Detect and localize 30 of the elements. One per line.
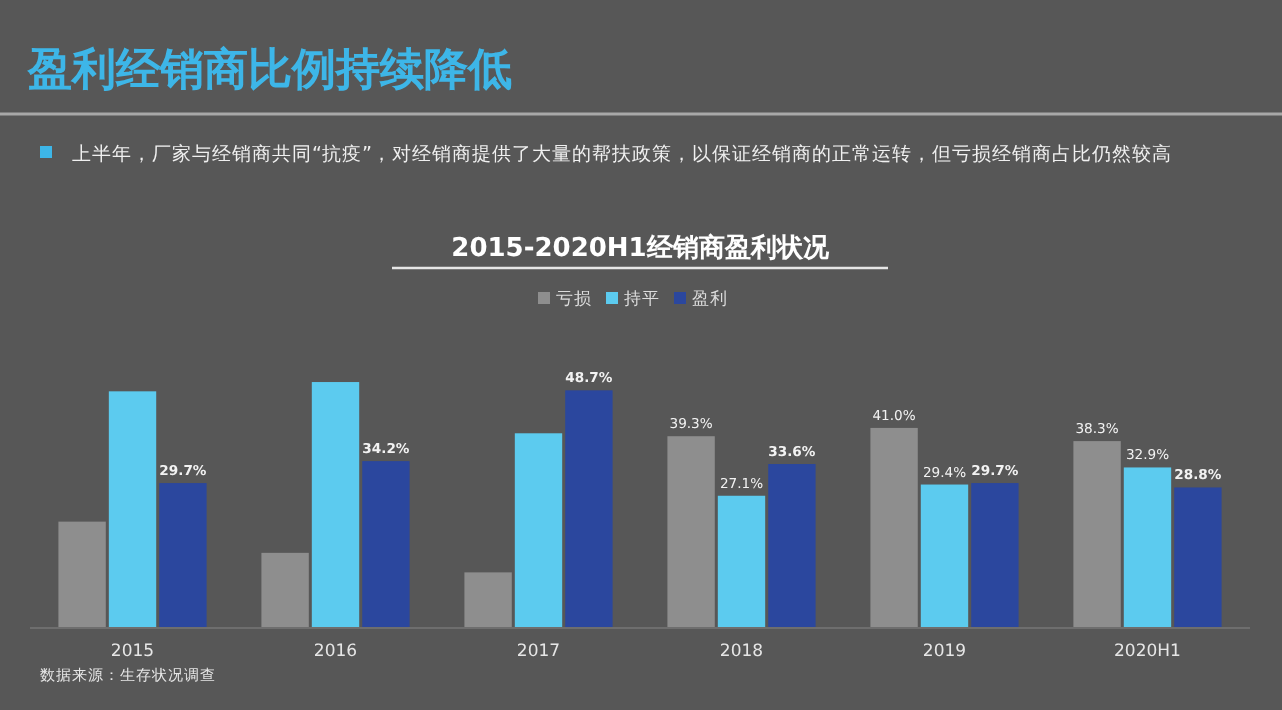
bar — [870, 427, 918, 628]
bar — [1174, 487, 1222, 628]
bar — [108, 391, 157, 628]
legend-label: 亏损 — [556, 288, 592, 310]
x-tick-label: 2016 — [313, 642, 358, 662]
bar — [565, 390, 613, 628]
bar — [159, 483, 207, 628]
bar — [667, 436, 715, 628]
bar — [768, 464, 816, 628]
x-tick-label: 2020H1 — [1114, 642, 1181, 662]
x-tick-label: 2017 — [516, 642, 561, 662]
legend-label: 盈利 — [692, 288, 728, 310]
legend-label: 持平 — [624, 288, 660, 310]
x-tick-label: 2018 — [719, 642, 764, 662]
bar — [1123, 467, 1172, 628]
x-tick-label: 2015 — [110, 642, 155, 662]
bar — [514, 433, 563, 628]
bar — [971, 483, 1019, 628]
bar — [920, 484, 969, 628]
bar — [261, 552, 309, 628]
text: 上半年，厂家与经销商共同“抗疫”，对经销商提供了大量的帮扶政策，以保证经销商的正常运转，但亏损经销商占比仍然较高 — [72, 142, 1172, 166]
bar — [464, 572, 512, 628]
bar — [311, 382, 360, 628]
x-tick-label: 2019 — [922, 642, 967, 662]
chart-subtitle: 2015-2020H1经销商盈利状况 — [451, 232, 831, 264]
bar — [58, 521, 106, 628]
chart-title: 盈利经销商比例持续降低 — [26, 44, 512, 96]
bar — [717, 495, 766, 628]
bar — [1073, 441, 1121, 628]
bar — [362, 461, 410, 628]
